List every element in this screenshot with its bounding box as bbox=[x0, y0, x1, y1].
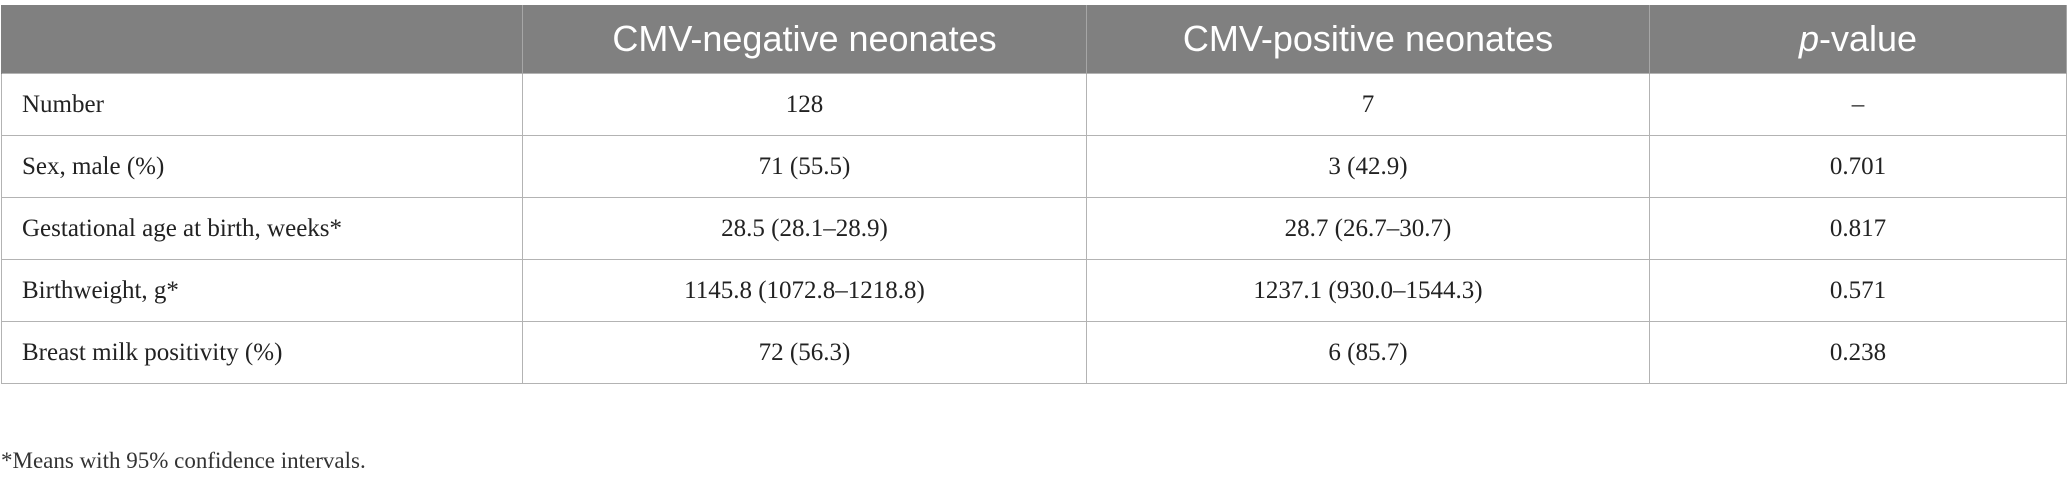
p-value: 0.238 bbox=[1649, 321, 2067, 384]
table-row: Birthweight, g* 1145.8 (1072.8–1218.8) 1… bbox=[1, 259, 2067, 322]
cmv-negative-value: 28.5 (28.1–28.9) bbox=[522, 197, 1087, 260]
cmv-positive-value: 1237.1 (930.0–1544.3) bbox=[1086, 259, 1650, 322]
neonates-comparison-table: CMV-negative neonates CMV-positive neona… bbox=[1, 5, 2067, 384]
row-label: Breast milk positivity (%) bbox=[1, 321, 523, 384]
header-cmv-positive: CMV-positive neonates bbox=[1086, 5, 1650, 74]
cmv-negative-value: 72 (56.3) bbox=[522, 321, 1087, 384]
table-body: Number 128 7 – Sex, male (%) 71 (55.5) 3… bbox=[1, 73, 2067, 384]
row-label: Number bbox=[1, 73, 523, 136]
header-p-value: p-value bbox=[1649, 5, 2067, 74]
p-value: 0.571 bbox=[1649, 259, 2067, 322]
cmv-positive-value: 7 bbox=[1086, 73, 1650, 136]
cmv-negative-value: 1145.8 (1072.8–1218.8) bbox=[522, 259, 1087, 322]
table-row: Gestational age at birth, weeks* 28.5 (2… bbox=[1, 197, 2067, 260]
p-value: 0.817 bbox=[1649, 197, 2067, 260]
cmv-positive-value: 28.7 (26.7–30.7) bbox=[1086, 197, 1650, 260]
header-p-suffix: -value bbox=[1818, 18, 1918, 59]
row-label: Gestational age at birth, weeks* bbox=[1, 197, 523, 260]
table-footnote: *Means with 95% confidence intervals. bbox=[1, 448, 366, 473]
header-cmv-negative: CMV-negative neonates bbox=[522, 5, 1087, 74]
cmv-negative-value: 128 bbox=[522, 73, 1087, 136]
header-empty-cell bbox=[1, 5, 523, 74]
row-label: Sex, male (%) bbox=[1, 135, 523, 198]
cmv-positive-value: 3 (42.9) bbox=[1086, 135, 1650, 198]
p-value: – bbox=[1649, 73, 2067, 136]
header-p-letter: p bbox=[1798, 18, 1819, 59]
table-row: Number 128 7 – bbox=[1, 73, 2067, 136]
cmv-negative-value: 71 (55.5) bbox=[522, 135, 1087, 198]
table-row: Breast milk positivity (%) 72 (56.3) 6 (… bbox=[1, 321, 2067, 384]
header-row: CMV-negative neonates CMV-positive neona… bbox=[1, 5, 2067, 74]
table-row: Sex, male (%) 71 (55.5) 3 (42.9) 0.701 bbox=[1, 135, 2067, 198]
row-label: Birthweight, g* bbox=[1, 259, 523, 322]
table-header: CMV-negative neonates CMV-positive neona… bbox=[1, 5, 2067, 74]
p-value: 0.701 bbox=[1649, 135, 2067, 198]
cmv-positive-value: 6 (85.7) bbox=[1086, 321, 1650, 384]
